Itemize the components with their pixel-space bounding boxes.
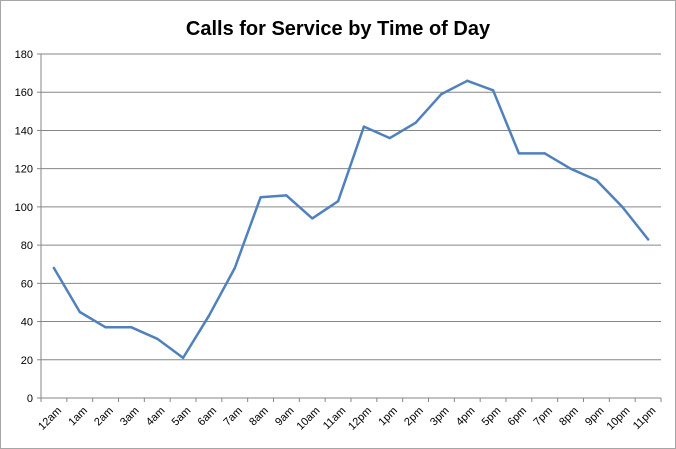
x-tick-label: 5am	[170, 405, 194, 429]
chart-title: Calls for Service by Time of Day	[186, 18, 491, 40]
data-point	[491, 89, 495, 92]
data-point	[414, 121, 417, 125]
y-tick-label: 40	[21, 317, 33, 329]
data-point	[207, 314, 211, 318]
series-layer	[52, 79, 650, 360]
data-point	[517, 152, 521, 155]
data-point	[181, 356, 185, 360]
x-tick-labels: 12am 1am 2am 3am 4am 5am 6am 7am 8am 9am10am11am1…	[36, 405, 658, 433]
data-point	[285, 194, 288, 197]
x-tick-label: 3pm	[428, 405, 452, 429]
x-tick-label: 5pm	[480, 405, 504, 429]
x-tick-label: 4pm	[454, 405, 478, 429]
data-point	[311, 217, 314, 220]
x-tick-label: 3am	[118, 405, 142, 429]
x-tick-label: 11pm	[631, 405, 658, 432]
x-tick-label: 8pm	[557, 405, 581, 429]
x-tick-label: 4am	[144, 405, 168, 429]
data-point	[646, 238, 650, 241]
x-tick-label: 10pm	[605, 405, 633, 433]
y-tick-label: 0	[27, 393, 33, 405]
data-point	[130, 326, 133, 329]
data-point	[233, 266, 236, 270]
y-tick-label: 180	[15, 49, 33, 61]
x-tick-label: 7pm	[531, 405, 555, 429]
data-point	[569, 167, 572, 170]
data-point	[543, 152, 546, 155]
x-tick-label: 9pm	[583, 405, 607, 429]
data-point	[336, 199, 340, 203]
x-tick-label: 11am	[321, 405, 348, 432]
y-tick-label: 20	[21, 355, 33, 367]
data-point	[388, 136, 391, 140]
x-tick-label: 12am	[36, 405, 64, 433]
data-point	[466, 79, 469, 82]
x-tick-label: 1am	[66, 405, 90, 429]
data-point	[259, 196, 262, 199]
data-point	[440, 92, 443, 96]
y-tick-label: 80	[21, 240, 33, 252]
x-tick-label: 2pm	[402, 405, 426, 429]
x-tick-label: 2am	[92, 405, 116, 429]
y-tick-labels: 0 20 40 60 80 100 120 140 160 180	[15, 49, 33, 405]
data-point	[104, 326, 107, 329]
x-tick-label: 6pm	[506, 405, 530, 429]
x-tick-label: 12pm	[346, 405, 374, 433]
y-tick-label: 140	[15, 125, 33, 137]
gridlines	[41, 53, 661, 361]
data-point	[362, 125, 366, 128]
y-tick-label: 60	[21, 278, 33, 290]
x-tick-label: 6am	[196, 405, 220, 429]
series-line	[52, 79, 650, 360]
data-point	[621, 205, 624, 209]
x-tick-label: 9am	[273, 405, 297, 429]
x-tick-label: 7am	[221, 405, 245, 429]
y-tick-label: 100	[15, 202, 33, 214]
y-tick-label: 160	[15, 87, 33, 99]
x-tick-label: 1pm	[376, 405, 400, 429]
x-tick-label: 8am	[247, 405, 271, 429]
data-point	[78, 310, 81, 314]
y-tick-label: 120	[15, 164, 33, 176]
data-point	[156, 337, 159, 340]
data-point	[595, 178, 598, 182]
axes	[37, 53, 662, 402]
data-point	[52, 266, 56, 270]
x-tick-label: 10am	[295, 405, 323, 433]
